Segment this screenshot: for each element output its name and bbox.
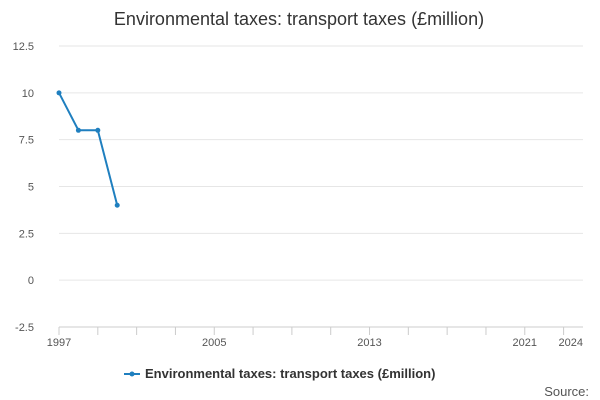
x-axis: 1997 2005 2013 2021 2024 — [47, 326, 583, 349]
x-tick-label: 2013 — [357, 337, 381, 349]
source-credit: Source: — [544, 384, 589, 399]
series-layer — [56, 90, 120, 208]
series-line — [58, 92, 119, 206]
x-tick-label: 1997 — [47, 337, 71, 349]
y-tick-label: 5 — [28, 182, 34, 194]
x-tick-label: 2024 — [559, 337, 583, 349]
legend-marker — [129, 371, 135, 377]
y-tick-label: -2.5 — [15, 322, 34, 334]
y-tick-label: 2.5 — [19, 228, 34, 240]
data-point[interactable] — [56, 90, 62, 96]
chart-title: Environmental taxes: transport taxes (£m… — [114, 9, 484, 29]
legend-label: Environmental taxes: transport taxes (£m… — [145, 366, 435, 381]
data-point[interactable] — [95, 127, 101, 133]
data-point[interactable] — [114, 202, 120, 208]
x-tick-label: 2021 — [513, 337, 537, 349]
y-tick-label: 7.5 — [19, 135, 34, 147]
gridlines — [59, 45, 583, 281]
legend[interactable]: Environmental taxes: transport taxes (£m… — [124, 366, 435, 381]
y-axis-ticks: -2.5 0 2.5 5 7.5 10 12.5 — [13, 41, 34, 334]
y-tick-label: 0 — [28, 275, 34, 287]
y-tick-label: 10 — [22, 88, 34, 100]
x-tick-label: 2005 — [202, 337, 226, 349]
data-point[interactable] — [75, 127, 81, 133]
y-tick-label: 12.5 — [13, 41, 34, 53]
